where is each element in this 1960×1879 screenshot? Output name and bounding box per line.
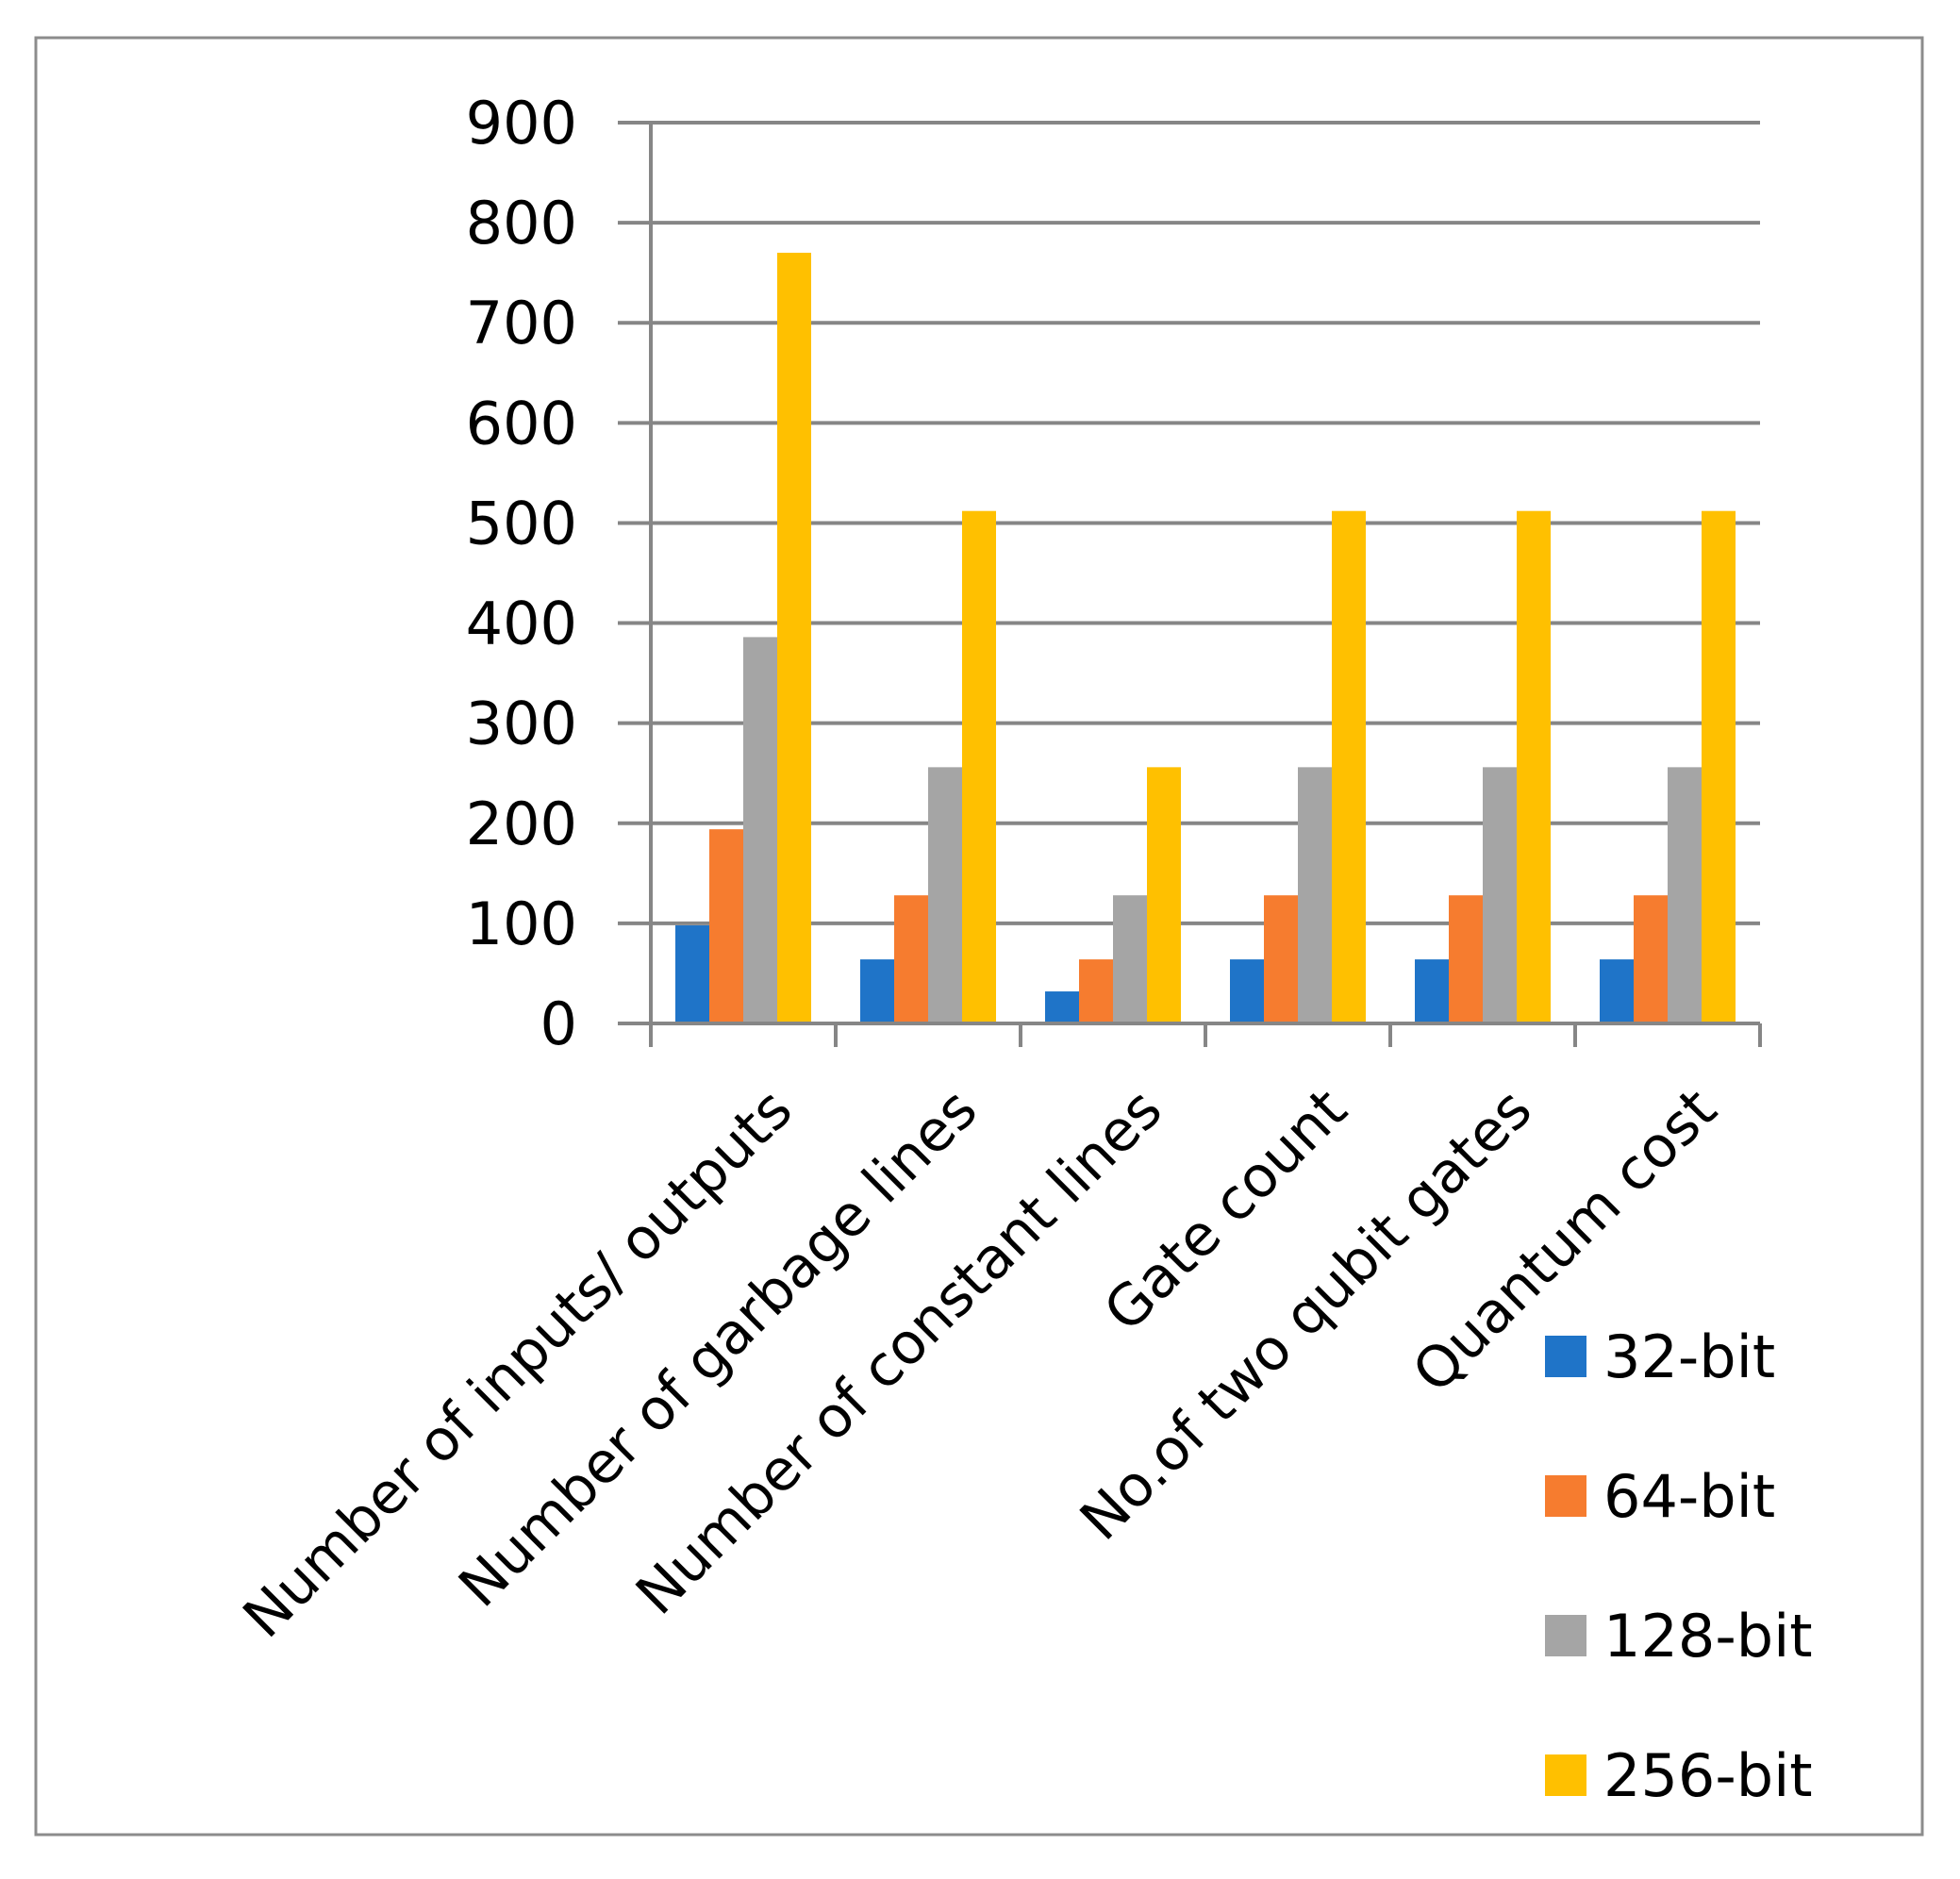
bar-128-bit-4 — [1483, 767, 1517, 1023]
bar-256-bit-0 — [777, 252, 811, 1023]
bar-256-bit-1 — [962, 510, 996, 1023]
legend: 32-bit 64-bit 128-bit 256-bit — [1545, 1322, 1813, 1810]
y-tick-label: 400 — [466, 590, 577, 658]
bar-32-bit-2 — [1045, 991, 1079, 1023]
legend-label: 64-bit — [1603, 1462, 1775, 1531]
legend-label: 128-bit — [1603, 1602, 1813, 1671]
y-tick-label: 500 — [466, 489, 577, 557]
bar-64-bit-3 — [1264, 895, 1298, 1023]
y-tick-label: 200 — [466, 790, 577, 858]
legend-swatch — [1545, 1336, 1586, 1377]
y-tick-label: 100 — [466, 890, 577, 958]
bar-256-bit-3 — [1332, 510, 1366, 1023]
y-tick-label: 800 — [466, 189, 577, 258]
bar-32-bit-5 — [1600, 959, 1634, 1023]
bar-128-bit-3 — [1298, 767, 1332, 1023]
bar-64-bit-4 — [1449, 895, 1483, 1023]
bar-32-bit-4 — [1415, 959, 1449, 1023]
bar-128-bit-2 — [1113, 895, 1147, 1023]
y-tick-label: 0 — [540, 989, 577, 1058]
legend-label: 256-bit — [1603, 1741, 1813, 1810]
bars — [675, 252, 1736, 1023]
bar-128-bit-0 — [743, 637, 777, 1023]
bar-256-bit-2 — [1147, 767, 1181, 1023]
legend-swatch — [1545, 1615, 1586, 1656]
bar-32-bit-3 — [1230, 959, 1264, 1023]
bar-128-bit-5 — [1668, 767, 1702, 1023]
bar-64-bit-1 — [894, 895, 928, 1023]
legend-swatch — [1545, 1475, 1586, 1517]
y-tick-label: 700 — [466, 289, 577, 358]
y-tick-label: 900 — [466, 89, 577, 158]
x-axis — [618, 123, 1762, 1047]
bar-128-bit-1 — [928, 767, 962, 1023]
y-axis-tick-labels: 0 100 200 300 400 500 600 700 800 900 — [466, 89, 577, 1058]
legend-swatch — [1545, 1754, 1586, 1796]
y-tick-label: 600 — [466, 389, 577, 457]
bar-64-bit-5 — [1634, 895, 1668, 1023]
bar-32-bit-1 — [860, 959, 894, 1023]
legend-label: 32-bit — [1603, 1322, 1775, 1391]
bar-256-bit-4 — [1517, 510, 1551, 1023]
bar-64-bit-0 — [709, 829, 743, 1023]
bar-32-bit-0 — [675, 925, 709, 1023]
bar-64-bit-2 — [1079, 959, 1113, 1023]
y-tick-label: 300 — [466, 690, 577, 758]
bar-256-bit-5 — [1702, 510, 1736, 1023]
